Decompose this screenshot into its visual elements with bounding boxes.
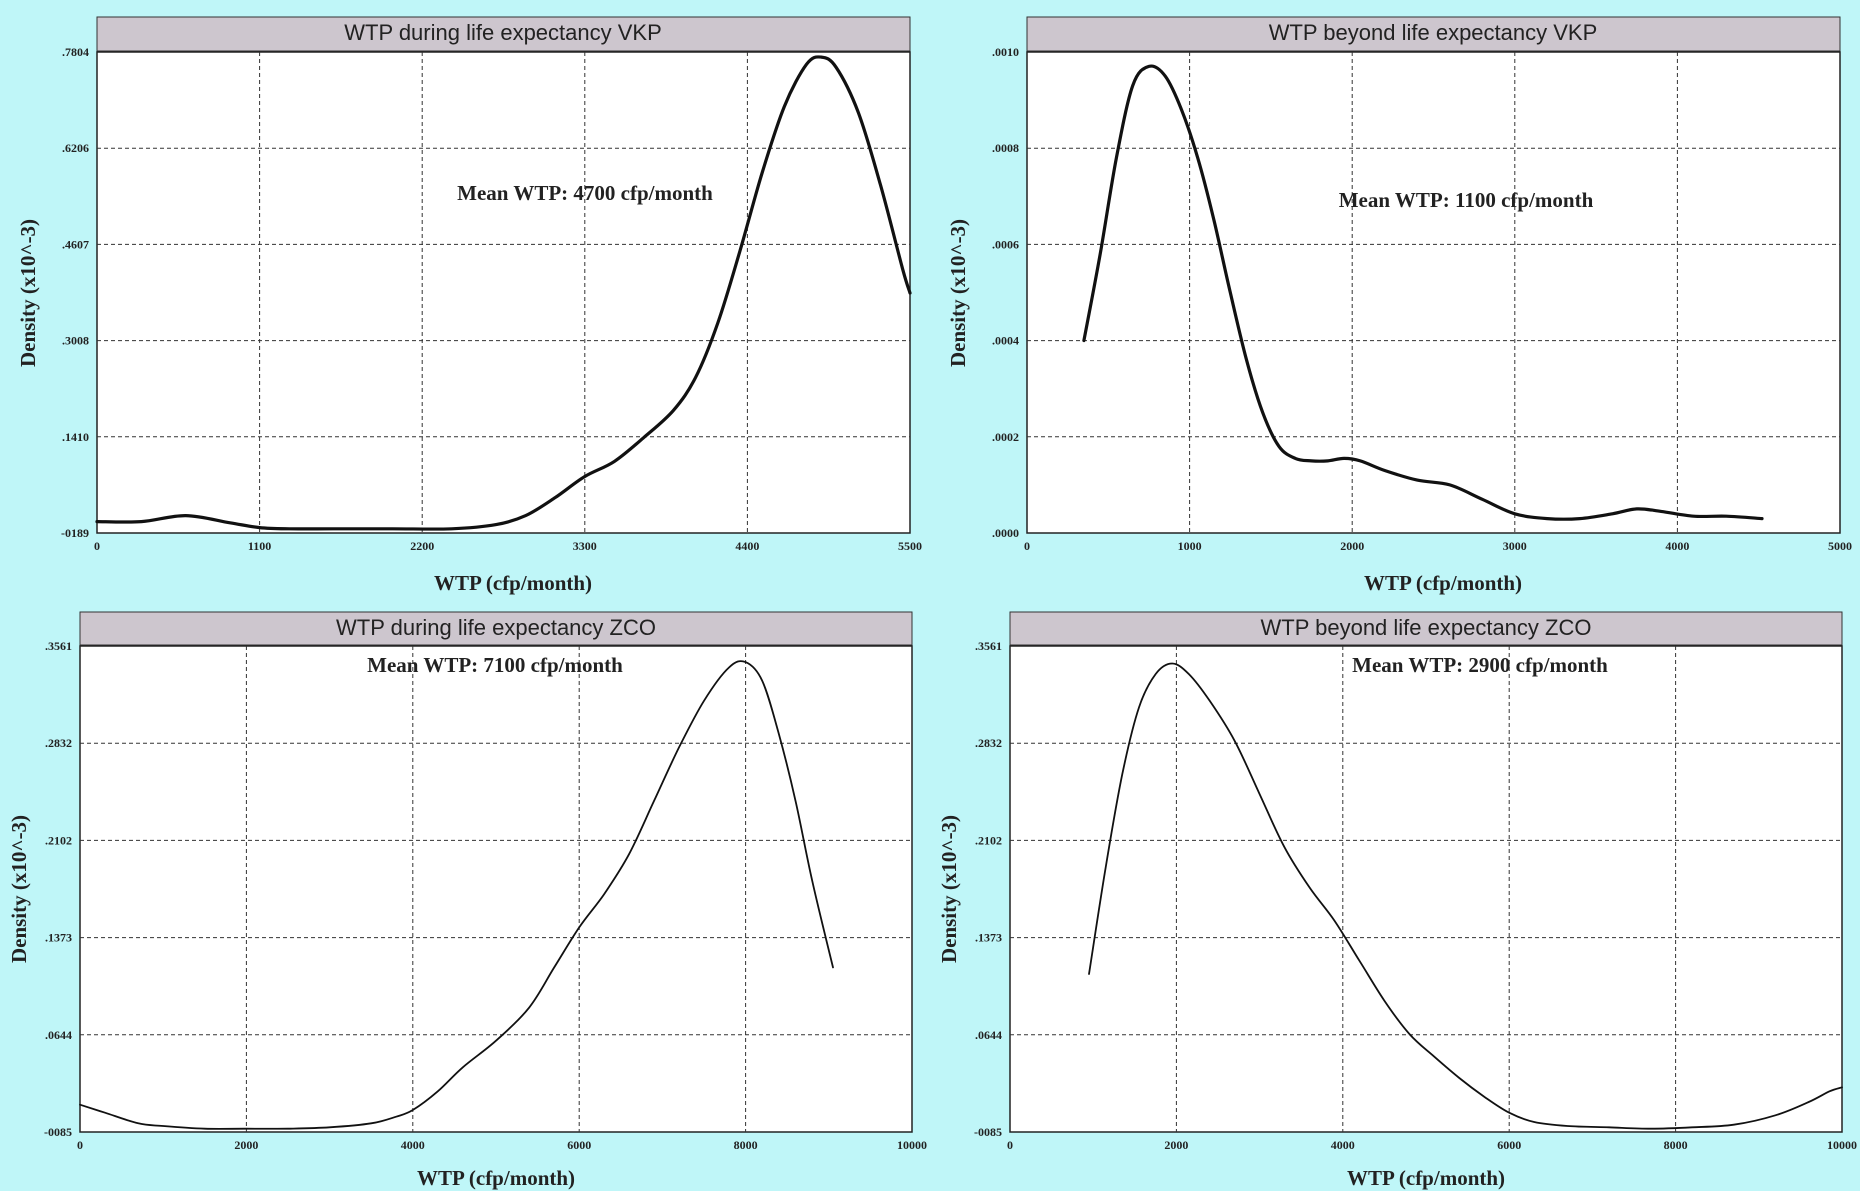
x-tick-label: 6000 [567,1138,591,1152]
y-tick-label: .3561 [45,639,72,653]
plot-area [1026,51,1841,534]
chart-panel-vkp-beyond: WTP beyond life expectancy VKP 0 1000 2000… [930,0,1860,595]
y-tick-labels: -0189 .1410 .3008 .4607 .6206 .7804 [61,45,89,540]
density-curve [79,660,834,1130]
y-tick-label: -0189 [61,526,89,540]
y-axis-title: Density (x10^-3) [7,815,31,963]
x-tick-label: 4000 [401,1138,425,1152]
y-tick-label: .1373 [975,931,1002,945]
y-tick-label: .3008 [62,334,89,348]
x-tick-label: 10000 [897,1138,927,1152]
y-axis-title: Density (x10^-3) [946,219,970,367]
y-tick-label: .0000 [992,526,1019,540]
y-tick-labels: .0000 .0002 .0004 .0006 .0008 .0010 [992,45,1019,540]
y-tick-label: .0006 [992,237,1019,251]
x-tick-label: 0 [1024,539,1030,553]
y-tick-label: .2102 [975,833,1002,847]
x-tick-label: 2000 [1164,1138,1188,1152]
y-tick-labels: -0085 .0644 .1373 .2102 .2832 .3561 [974,639,1002,1139]
x-tick-label: 4400 [735,539,759,553]
x-tick-label: 10000 [1827,1138,1857,1152]
y-tick-label: .3561 [975,639,1002,653]
x-tick-label: 4000 [1331,1138,1355,1152]
chart-panel-zco-beyond: WTP beyond life expectancy ZCO 0 2000 4000… [930,596,1860,1191]
chart-title-bar [96,16,911,52]
density-curve [95,55,912,531]
plot-area [1009,645,1843,1133]
x-axis-title: WTP (cfp/month) [1364,571,1522,595]
x-tick-label: 2000 [1340,539,1364,553]
mean-wtp-annotation: Mean WTP: 2900 cfp/month [1352,653,1608,677]
x-axis-title: WTP (cfp/month) [417,1166,575,1190]
chart-title: WTP during life expectancy ZCO [336,615,656,640]
x-tick-label: 5500 [898,539,922,553]
plot-area [96,51,911,534]
y-tick-label: .6206 [62,141,89,155]
chart-title-bar [1026,16,1841,52]
x-axis-title: WTP (cfp/month) [1347,1166,1505,1190]
y-tick-label: .0644 [975,1028,1002,1042]
x-tick-labels: 0 2000 4000 6000 8000 10000 [1007,1138,1857,1152]
y-tick-label: .0002 [992,430,1019,444]
chart-title: WTP during life expectancy VKP [344,20,662,45]
y-tick-label: .2832 [45,736,72,750]
grid [97,52,910,533]
x-tick-labels: 0 1000 2000 3000 4000 5000 [1024,539,1852,553]
x-tick-label: 0 [1007,1138,1013,1152]
y-tick-label: -0085 [44,1125,72,1139]
y-tick-label: .1373 [45,931,72,945]
x-tick-label: 0 [77,1138,83,1152]
y-tick-label: -0085 [974,1125,1002,1139]
x-tick-label: 1000 [1178,539,1202,553]
chart-title-bar [79,611,913,646]
mean-wtp-annotation: Mean WTP: 4700 cfp/month [457,181,713,205]
y-tick-label: .7804 [62,45,89,59]
x-tick-label: 3300 [573,539,597,553]
series-layer [1088,662,1843,1130]
x-tick-label: 2000 [234,1138,258,1152]
series-layer [95,55,912,531]
y-tick-label: .0010 [992,45,1019,59]
density-curve [1082,64,1764,521]
chart-panel-vkp-during: WTP during life expectancy VKP 0 1100 2200… [0,0,930,595]
y-tick-label: .4607 [62,237,89,251]
x-tick-label: 0 [94,539,100,553]
x-tick-label: 5000 [1828,539,1852,553]
y-tick-label: .2102 [45,833,72,847]
mean-wtp-annotation: Mean WTP: 1100 cfp/month [1339,188,1594,212]
y-tick-label: .2832 [975,736,1002,750]
x-tick-label: 2200 [410,539,434,553]
y-tick-label: .1410 [62,430,89,444]
x-tick-labels: 0 2000 4000 6000 8000 10000 [77,1138,927,1152]
x-tick-labels: 0 1100 2200 3300 4400 5500 [94,539,922,553]
x-axis-title: WTP (cfp/month) [434,571,592,595]
x-tick-label: 6000 [1497,1138,1521,1152]
y-tick-label: .0008 [992,141,1019,155]
chart-panel-zco-during: WTP during life expectancy ZCO 0 2000 4000… [0,596,930,1191]
x-tick-label: 1100 [248,539,271,553]
x-tick-label: 8000 [734,1138,758,1152]
y-axis-title: Density (x10^-3) [16,219,40,367]
x-tick-label: 4000 [1665,539,1689,553]
y-tick-labels: -0085 .0644 .1373 .2102 .2832 .3561 [44,639,72,1139]
y-tick-label: .0004 [992,334,1019,348]
chart-title-bar [1009,611,1843,646]
chart-title: WTP beyond life expectancy VKP [1269,20,1598,45]
y-tick-label: .0644 [45,1028,72,1042]
grid [80,646,912,1132]
series-layer [79,660,834,1130]
y-axis-title: Density (x10^-3) [937,815,961,963]
x-tick-label: 3000 [1503,539,1527,553]
density-curve [1088,662,1843,1130]
plot-area [79,645,913,1133]
grid [1010,646,1842,1132]
chart-title: WTP beyond life expectancy ZCO [1261,615,1592,640]
mean-wtp-annotation: Mean WTP: 7100 cfp/month [367,653,623,677]
x-tick-label: 8000 [1664,1138,1688,1152]
series-layer [1082,64,1764,521]
